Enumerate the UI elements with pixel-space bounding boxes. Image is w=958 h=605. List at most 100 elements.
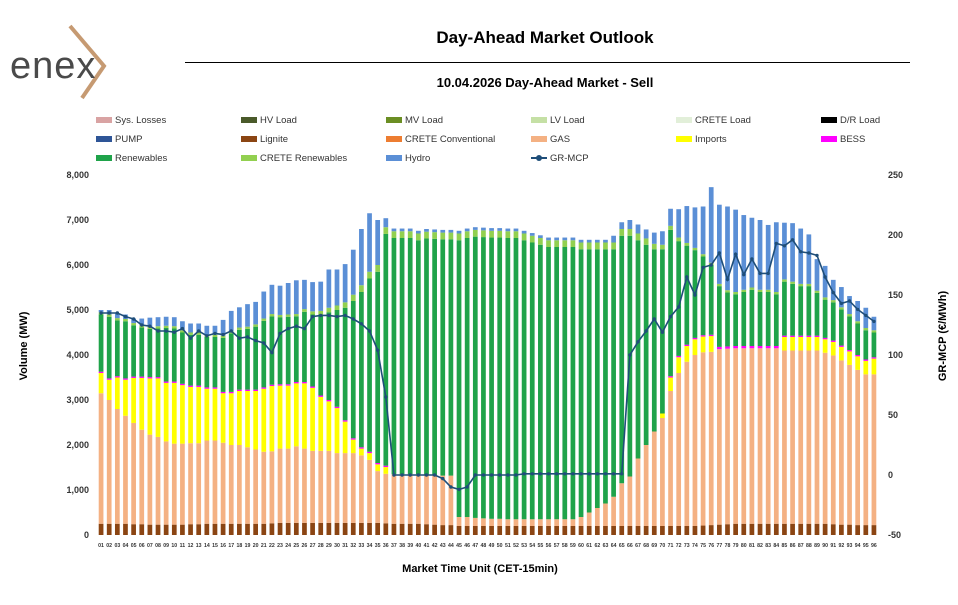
- bar-gas: [131, 422, 136, 525]
- y-right-tick-label: 150: [888, 290, 903, 300]
- bar-renewables: [196, 334, 202, 386]
- x-tick-label: 35: [375, 543, 381, 549]
- bar-lignite: [261, 523, 267, 535]
- bar-renewables: [407, 238, 413, 475]
- legend-item-crete-load: CRETE Load: [676, 113, 751, 127]
- legend-item-d-r-load: D/R Load: [821, 113, 880, 127]
- bar-lignite: [562, 526, 568, 535]
- x-tick-label: 89: [814, 543, 820, 549]
- bar-crete-renewables: [562, 240, 568, 247]
- x-tick-label: 73: [684, 543, 690, 549]
- bar-gas: [220, 442, 226, 524]
- mcp-point: [855, 307, 860, 312]
- bar-crete-renewables: [839, 307, 844, 310]
- bar-renewables: [334, 310, 340, 407]
- mcp-point: [335, 314, 339, 319]
- bar-bess: [310, 386, 315, 388]
- bar-lignite: [310, 522, 315, 535]
- bar-hydro: [529, 233, 535, 236]
- bar-crete-renewables: [399, 231, 405, 238]
- bar-hydro: [513, 228, 519, 232]
- bar-gas: [415, 474, 421, 524]
- mcp-point: [205, 334, 209, 338]
- x-tick-label: 07: [147, 543, 153, 549]
- bar-lignite: [220, 523, 226, 535]
- bar-renewables: [798, 286, 804, 336]
- bar-lignite: [106, 523, 112, 535]
- bar-renewables: [123, 321, 128, 379]
- bar-imports: [310, 387, 315, 451]
- x-tick-label: 79: [733, 543, 739, 549]
- bar-renewables: [708, 265, 714, 335]
- bar-hydro: [684, 206, 690, 243]
- bar-bess: [188, 385, 193, 387]
- bar-lignite: [855, 525, 861, 535]
- bar-bess: [806, 335, 812, 337]
- bar-crete-renewables: [383, 227, 389, 234]
- bar-hydro: [619, 222, 625, 229]
- bar-crete-renewables: [456, 233, 462, 241]
- y-tick-label: 6,000: [66, 260, 89, 270]
- bar-lignite: [822, 523, 828, 535]
- x-tick-label: 03: [114, 543, 120, 549]
- x-axis-label: Market Time Unit (CET-15min): [402, 563, 558, 575]
- y-right-tick-label: 250: [888, 170, 903, 180]
- bar-renewables: [220, 337, 226, 392]
- mcp-point: [481, 473, 486, 477]
- x-tick-label: 20: [253, 543, 259, 549]
- x-tick-label: 71: [668, 543, 674, 549]
- bar-gas: [432, 475, 437, 525]
- bar-hydro: [643, 229, 649, 239]
- x-tick-label: 86: [790, 543, 796, 549]
- bar-bess: [98, 371, 104, 373]
- bar-imports: [782, 337, 787, 351]
- bar-imports: [196, 386, 202, 444]
- bar-hydro: [822, 265, 828, 298]
- x-tick-label: 36: [383, 543, 389, 549]
- x-tick-label: 06: [139, 543, 145, 549]
- bar-bess: [359, 447, 364, 449]
- bar-hydro: [765, 224, 771, 290]
- x-tick-label: 65: [619, 543, 625, 549]
- bar-hydro: [139, 318, 145, 326]
- bar-lignite: [204, 523, 210, 535]
- bar-gas: [546, 519, 551, 526]
- bar-lignite: [733, 523, 738, 535]
- bar-bess: [237, 389, 242, 391]
- bar-crete-renewables: [725, 290, 730, 293]
- bar-hydro: [594, 239, 600, 243]
- bar-hydro: [131, 318, 136, 324]
- x-tick-label: 24: [285, 543, 291, 549]
- bar-hydro: [839, 287, 844, 308]
- legend-swatch: [241, 155, 257, 161]
- bar-gas: [204, 440, 210, 524]
- bar-crete-renewables: [497, 230, 503, 238]
- x-tick-label: 33: [359, 543, 365, 549]
- bar-crete-renewables: [350, 294, 356, 301]
- bar-renewables: [497, 237, 503, 519]
- bar-hydro: [269, 284, 275, 315]
- bar-gas: [228, 445, 234, 524]
- bar-hydro: [717, 204, 722, 284]
- bar-lignite: [318, 522, 324, 535]
- x-tick-label: 41: [424, 543, 430, 549]
- bar-lignite: [782, 523, 787, 535]
- legend-swatch: [676, 136, 692, 142]
- bar-lignite: [269, 523, 275, 535]
- mcp-point: [758, 271, 762, 276]
- bar-lignite: [765, 523, 771, 535]
- bar-hydro: [237, 307, 242, 328]
- legend-swatch: [241, 136, 257, 142]
- bar-renewables: [456, 240, 462, 517]
- mcp-point: [628, 353, 632, 357]
- bar-imports: [220, 393, 226, 443]
- bar-renewables: [562, 247, 568, 520]
- legend-label: BESS: [840, 133, 866, 145]
- bar-crete-renewables: [310, 311, 315, 315]
- bar-hydro: [375, 220, 381, 265]
- bar-renewables: [228, 333, 234, 392]
- bar-lignite: [619, 526, 625, 535]
- bar-gas: [334, 453, 340, 523]
- x-tick-label: 12: [188, 543, 194, 549]
- bar-crete-renewables: [529, 235, 535, 243]
